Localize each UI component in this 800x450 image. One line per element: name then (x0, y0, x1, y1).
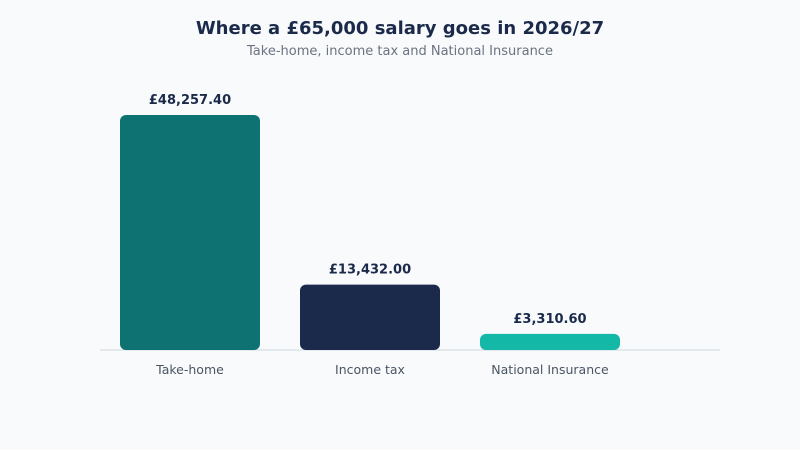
bar-take-home (120, 115, 260, 350)
chart-title: Where a £65,000 salary goes in 2026/27 (195, 18, 605, 39)
value-label-income-tax: £13,432.00 (329, 263, 411, 278)
bar-national-insurance (480, 333, 620, 350)
value-label-national-insurance: £3,310.60 (513, 312, 586, 327)
value-label-take-home: £48,257.40 (149, 93, 231, 108)
category-label-national-insurance: National Insurance (491, 362, 609, 377)
chart-subtitle: Take-home, income tax and National Insur… (247, 44, 553, 59)
category-label-income-tax: Income tax (335, 362, 405, 377)
category-label-take-home: Take-home (155, 362, 224, 377)
bar-income-tax (300, 284, 440, 350)
